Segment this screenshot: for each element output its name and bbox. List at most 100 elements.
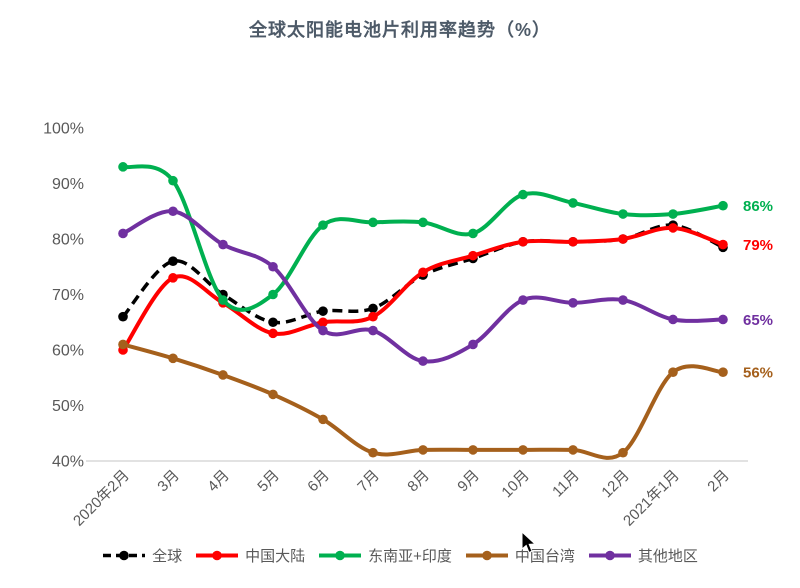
legend-item-global[interactable]: 全球 [102, 545, 182, 566]
data-point-china-mainland[interactable] [418, 267, 428, 278]
series-line-china-mainland[interactable] [121, 225, 724, 352]
data-point-china-taiwan[interactable] [268, 389, 278, 400]
data-point-southeast-asia-india[interactable] [518, 189, 528, 200]
data-point-southeast-asia-india[interactable] [268, 289, 278, 300]
series-markers-china-mainland [118, 223, 728, 355]
y-axis-tick-label: 40% [52, 454, 84, 471]
x-axis-tick-label: 2020年2月 [70, 467, 133, 530]
data-point-southeast-asia-india[interactable] [118, 162, 128, 172]
y-axis-tick-label: 50% [52, 398, 84, 415]
data-point-southeast-asia-india[interactable] [568, 198, 578, 208]
legend-dot-global [119, 550, 129, 561]
legend-dot-southeast-asia-india [335, 550, 345, 561]
series-markers-china-taiwan [118, 339, 728, 458]
data-point-southeast-asia-india[interactable] [668, 209, 678, 219]
data-point-other-regions[interactable] [518, 295, 528, 305]
legend-label-other-regions: 其他地区 [637, 548, 698, 565]
x-axis-tick-label: 10月 [498, 467, 532, 501]
data-point-global[interactable] [318, 306, 328, 316]
data-point-china-mainland[interactable] [518, 236, 528, 247]
data-point-china-mainland[interactable] [718, 239, 728, 250]
data-point-china-taiwan[interactable] [218, 370, 228, 380]
data-point-china-mainland[interactable] [618, 234, 628, 244]
data-point-southeast-asia-india[interactable] [368, 217, 378, 228]
mouse-cursor [521, 530, 543, 561]
data-point-other-regions[interactable] [718, 314, 728, 325]
legend-item-southeast-asia-india[interactable]: 东南亚+印度 [318, 545, 452, 566]
data-point-china-taiwan[interactable] [418, 445, 428, 455]
x-axis-tick-label: 3月 [154, 467, 183, 496]
x-axis-tick-label: 6月 [304, 467, 333, 496]
chart-title: 全球太阳能电池片利用率趋势（%） [248, 20, 551, 40]
end-label-china-mainland: 79% [743, 237, 773, 254]
data-point-china-mainland[interactable] [368, 311, 378, 322]
x-axis-tick-label: 9月 [454, 467, 483, 496]
legend-item-china-taiwan[interactable]: 中国台湾 [465, 545, 575, 566]
data-point-global[interactable] [118, 311, 128, 322]
x-axis-tick-label: 4月 [204, 467, 233, 496]
x-axis-tick-label: 12月 [598, 467, 632, 501]
data-point-china-taiwan[interactable] [368, 447, 378, 458]
data-point-china-mainland[interactable] [668, 223, 678, 233]
data-point-other-regions[interactable] [268, 261, 278, 272]
y-axis-tick-label: 60% [52, 343, 84, 360]
data-point-other-regions[interactable] [618, 295, 628, 305]
data-point-china-mainland[interactable] [318, 317, 328, 328]
data-point-china-mainland[interactable] [468, 250, 478, 261]
data-point-china-mainland[interactable] [168, 273, 178, 283]
data-point-global[interactable] [168, 256, 178, 267]
data-point-other-regions[interactable] [218, 239, 228, 250]
data-point-china-taiwan[interactable] [118, 339, 128, 350]
legend-label-china-mainland: 中国大陆 [245, 548, 306, 565]
data-point-china-taiwan[interactable] [318, 414, 328, 425]
end-label-other-regions: 65% [743, 312, 773, 329]
legend-label-global: 全球 [152, 548, 183, 565]
data-point-southeast-asia-india[interactable] [468, 228, 478, 239]
data-point-southeast-asia-india[interactable] [218, 295, 228, 305]
data-point-china-mainland[interactable] [268, 328, 278, 339]
x-axis-tick-label: 2月 [704, 467, 733, 496]
data-point-southeast-asia-india[interactable] [418, 217, 428, 228]
data-point-china-taiwan[interactable] [168, 353, 178, 364]
x-axis-tick-label: 8月 [404, 467, 433, 496]
data-point-southeast-asia-india[interactable] [618, 209, 628, 219]
x-axis-tick-label: 5月 [254, 467, 283, 496]
data-point-other-regions[interactable] [568, 298, 578, 308]
data-point-china-taiwan[interactable] [618, 447, 628, 458]
end-label-china-taiwan: 56% [743, 365, 773, 382]
legend-dot-other-regions [605, 550, 615, 561]
data-point-other-regions[interactable] [168, 206, 178, 217]
data-point-global[interactable] [268, 317, 278, 328]
legend-marker-southeast-asia-india [319, 550, 362, 561]
legend-marker-other-regions [588, 550, 631, 561]
legend-marker-china-mainland [196, 550, 239, 561]
data-point-southeast-asia-india[interactable] [718, 200, 728, 211]
data-point-other-regions[interactable] [418, 356, 428, 366]
legend-label-southeast-asia-india: 东南亚+印度 [368, 548, 452, 565]
y-axis-tick-label: 90% [52, 176, 84, 193]
series-markers-southeast-asia-india [118, 162, 728, 305]
data-point-china-taiwan[interactable] [668, 367, 678, 378]
data-point-china-taiwan[interactable] [718, 367, 728, 378]
data-point-other-regions[interactable] [468, 339, 478, 350]
end-label-southeast-asia-india: 86% [743, 198, 773, 215]
data-point-southeast-asia-india[interactable] [318, 220, 328, 230]
data-point-other-regions[interactable] [668, 314, 678, 325]
x-axis-tick-label: 11月 [549, 467, 583, 501]
data-point-china-taiwan[interactable] [468, 445, 478, 455]
legend-item-china-mainland[interactable]: 中国大陆 [195, 545, 305, 566]
data-point-other-regions[interactable] [118, 228, 128, 239]
y-axis-tick-label: 70% [52, 287, 84, 304]
data-point-other-regions[interactable] [368, 325, 378, 336]
data-point-china-taiwan[interactable] [518, 445, 528, 455]
legend: 全球 中国大陆 东南亚+印度 中国台湾 其他地区 [0, 545, 800, 566]
chart-plot-area: 100% 90% 80% 70% 60% 50% 40%2020年2月 3月 4月 5月 6月 7月 8… [43, 121, 773, 530]
legend-marker-global [103, 550, 146, 561]
legend-marker-china-taiwan [465, 550, 508, 561]
legend-item-other-regions[interactable]: 其他地区 [588, 545, 698, 566]
data-point-china-mainland[interactable] [568, 236, 578, 247]
data-point-southeast-asia-india[interactable] [168, 175, 178, 186]
data-point-other-regions[interactable] [318, 325, 328, 336]
data-point-global[interactable] [368, 303, 378, 314]
data-point-china-taiwan[interactable] [568, 445, 578, 455]
